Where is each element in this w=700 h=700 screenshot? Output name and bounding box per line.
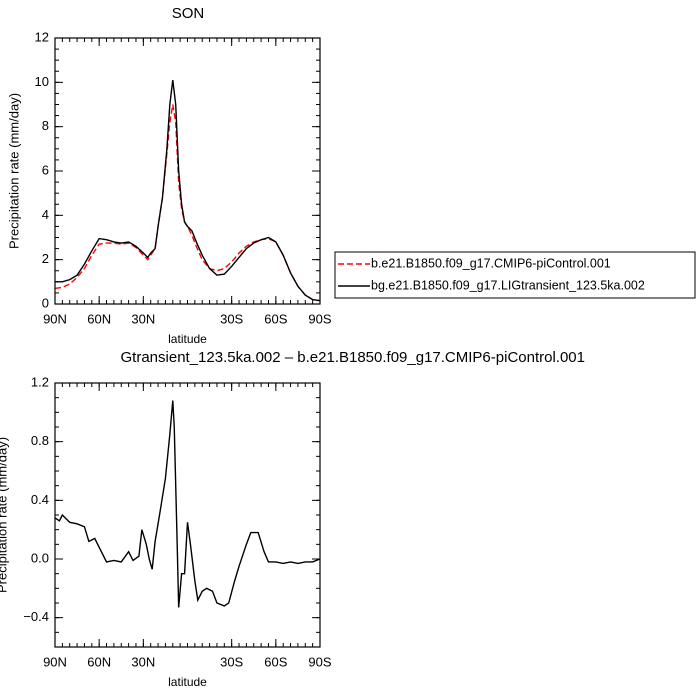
x-tick-label: 30S — [220, 654, 243, 669]
chart-title: Gtransient_123.5ka.002 – b.e21.B1850.f09… — [121, 349, 586, 366]
y-tick-label: 0.8 — [31, 433, 49, 448]
y-tick-label: 4 — [42, 207, 49, 222]
x-tick-label: 60S — [264, 311, 287, 326]
y-axis-label: Precipitation rate (mm/day) — [6, 93, 21, 249]
y-tick-label: 1.2 — [31, 374, 49, 389]
y-tick-label: −0.4 — [23, 609, 49, 624]
x-tick-label: 30N — [131, 311, 155, 326]
data-line — [54, 400, 321, 608]
y-tick-label: 0.0 — [31, 550, 49, 565]
data-line — [54, 104, 321, 302]
plot-frame — [54, 382, 321, 648]
x-tick-label: 90N — [43, 654, 67, 669]
y-tick-label: 10 — [35, 74, 49, 89]
x-tick-label: 60S — [264, 654, 287, 669]
plot-frame — [54, 37, 321, 305]
x-tick-label: 90S — [308, 311, 331, 326]
x-tick-label: 60N — [87, 654, 111, 669]
y-tick-label: 12 — [35, 29, 49, 44]
x-axis-label: latitude — [168, 332, 207, 346]
y-tick-label: 6 — [42, 162, 49, 177]
legend-label: b.e21.B1850.f09_g17.CMIP6-piControl.001 — [371, 256, 611, 270]
y-tick-label: 8 — [42, 118, 49, 133]
chart-title: SON — [172, 5, 205, 22]
x-tick-label: 90N — [43, 311, 67, 326]
x-tick-label: 60N — [87, 311, 111, 326]
y-tick-label: 0 — [42, 295, 49, 310]
y-axis-label: Precipitation rate (mm/day) — [0, 437, 9, 593]
data-line — [55, 80, 321, 302]
legend-box — [334, 251, 696, 299]
x-axis-label: latitude — [168, 675, 207, 689]
legend-label: bg.e21.B1850.f09_g17.LIGtransient_123.5k… — [371, 278, 645, 292]
x-tick-label: 30S — [220, 311, 243, 326]
x-tick-label: 30N — [131, 654, 155, 669]
x-tick-label: 90S — [308, 654, 331, 669]
y-tick-label: 2 — [42, 251, 49, 266]
y-tick-label: 0.4 — [31, 492, 49, 507]
